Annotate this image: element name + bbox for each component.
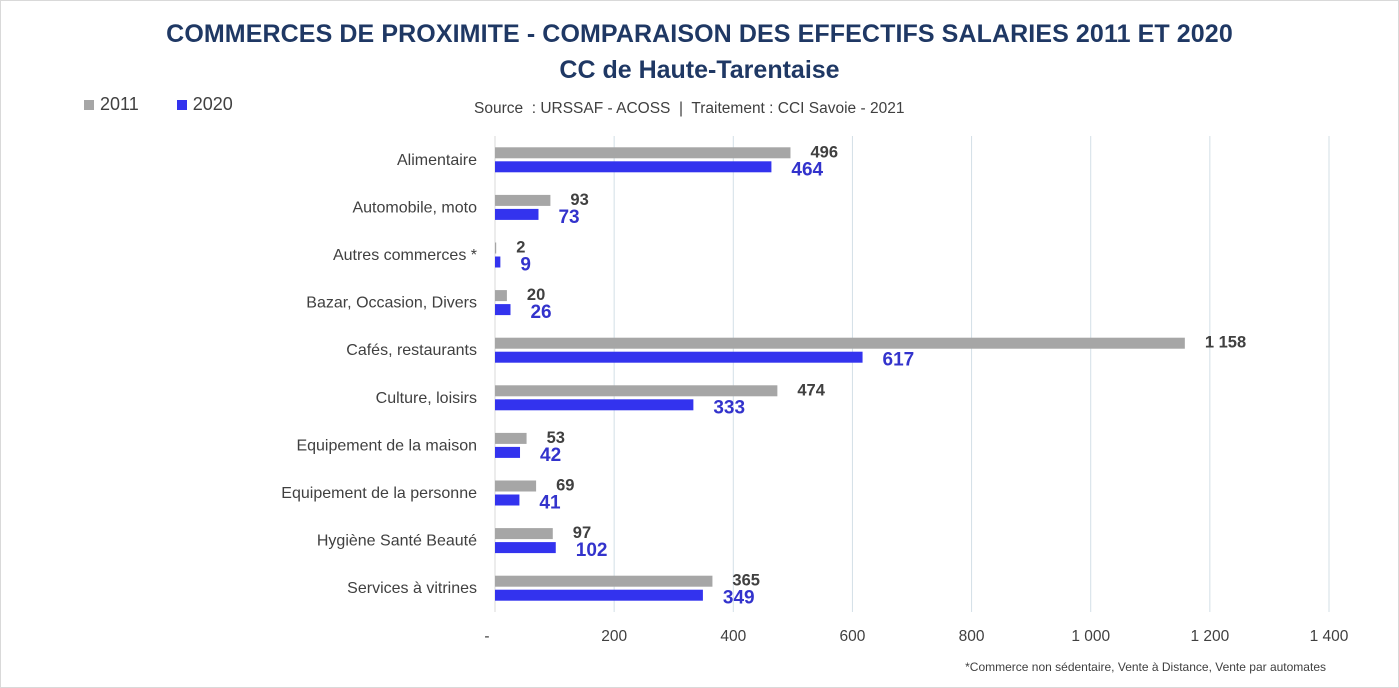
x-tick-label-4: 800 [959,628,985,645]
chart-title: COMMERCES DE PROXIMITE - COMPARAISON DES… [166,20,1233,48]
x-tick-label-3: 600 [839,628,865,645]
bar-2011-0 [495,147,791,159]
bar-2020-3 [495,304,511,316]
data-label-2020-3: 26 [530,302,551,323]
data-label-2020-5: 333 [713,397,745,418]
category-label-6: Equipement de la maison [296,437,477,454]
category-label-7: Equipement de la personne [281,485,477,502]
x-tick-label-2: 400 [720,628,746,645]
bar-2011-6 [495,432,527,444]
bar-2020-2 [495,256,501,268]
data-label-2020-7: 41 [539,493,561,514]
data-label-2020-8: 102 [576,540,608,561]
legend-label-2020: 2020 [192,94,233,114]
category-label-0: Alimentaire [397,152,477,169]
data-label-2020-4: 617 [883,350,915,371]
data-label-2011-8: 97 [573,524,591,542]
category-label-5: Culture, loisirs [376,390,477,407]
chart-subtitle: CC de Haute-Tarentaise [559,56,840,84]
legend: 2011 2020 [84,94,233,115]
bar-2011-5 [495,385,778,397]
source-note: Source : URSSAF - ACOSS | Traitement : C… [474,100,905,117]
data-label-2011-9: 365 [732,572,760,590]
legend-item-2020: 2020 [176,94,233,115]
data-label-2011-6: 53 [547,429,565,447]
bar-2011-4 [495,337,1185,349]
data-label-2011-7: 69 [556,477,574,495]
category-label-3: Bazar, Occasion, Divers [306,295,477,312]
bar-2020-1 [495,208,539,220]
data-label-2011-5: 474 [797,381,825,399]
data-label-2011-2: 2 [516,239,525,257]
bar-2011-1 [495,194,551,206]
bar-2011-8 [495,528,553,540]
data-label-2020-9: 349 [723,588,755,609]
footnote: *Commerce non sédentaire, Vente à Distan… [965,660,1326,674]
bar-2020-7 [495,494,520,506]
bar-2011-3 [495,290,507,302]
bar-2020-6 [495,446,521,458]
x-tick-label-7: 1 400 [1310,628,1349,645]
data-label-2011-1: 93 [570,191,588,209]
x-tick-label-0: - [484,628,489,645]
bar-2011-7 [495,480,537,492]
bar-2020-5 [495,399,694,411]
category-label-8: Hygiène Santé Beauté [317,533,477,550]
category-label-4: Cafés, restaurants [346,342,477,359]
bar-2011-2 [495,242,497,254]
bar-2011-9 [495,575,713,587]
category-label-1: Automobile, moto [352,199,477,216]
data-label-2011-4: 1 158 [1205,334,1246,352]
legend-swatch-2011 [84,99,94,110]
data-label-2020-6: 42 [540,445,561,466]
legend-label-2011: 2011 [100,94,139,114]
legend-swatch-2020 [176,99,187,110]
x-tick-label-6: 1 200 [1190,628,1229,645]
data-label-2020-2: 9 [520,255,531,276]
category-label-2: Autres commerces * [333,247,477,264]
bar-2020-4 [495,351,863,363]
x-tick-label-5: 1 000 [1071,628,1110,645]
data-label-2011-3: 20 [527,286,545,304]
bar-2020-0 [495,161,772,173]
category-label-9: Services à vitrines [347,580,477,597]
data-label-2020-0: 464 [791,159,823,180]
x-tick-label-1: 200 [601,628,627,645]
legend-item-2011: 2011 [84,94,139,115]
bar-2020-8 [495,542,556,554]
data-label-2020-1: 73 [558,207,579,228]
data-label-2011-0: 496 [810,143,838,161]
bar-2020-9 [495,589,703,601]
